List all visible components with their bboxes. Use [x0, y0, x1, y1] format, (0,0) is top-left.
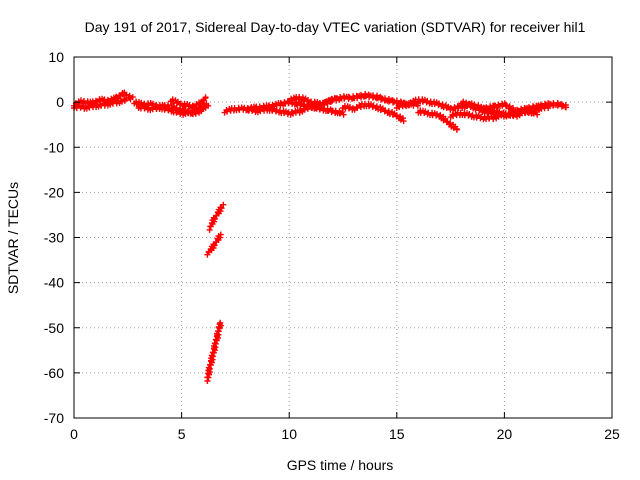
tick-labels: 0 5 10 15 20 25 -70 -60 -50 -40 -30 -20 -10 0 10 [44, 49, 620, 442]
y-tick-label: 10 [48, 49, 64, 65]
y-tick-label: 0 [56, 94, 64, 110]
sat-track-10 [243, 102, 347, 118]
sat-track-4 [135, 102, 207, 118]
axis-ticks [73, 56, 613, 419]
plus-markers [479, 102, 552, 120]
plus-markers [204, 319, 224, 384]
x-axis-label: GPS time / hours [287, 457, 394, 473]
plus-markers [167, 94, 209, 111]
y-tick-label: -70 [44, 410, 64, 426]
sat-track-17 [479, 102, 552, 120]
chart-title: Day 191 of 2017, Sidereal Day-to-day VTE… [85, 19, 586, 35]
x-tick-label: 25 [604, 426, 620, 442]
sat-track-14 [415, 107, 460, 133]
plus-markers [206, 201, 227, 233]
x-tick-label: 20 [497, 426, 513, 442]
y-axis-label: SDTVAR / TECUs [5, 182, 21, 294]
y-tick-label: -20 [44, 184, 64, 200]
sat-track-6 [206, 201, 227, 233]
sat-track-5 [167, 94, 209, 111]
sat-track-11 [286, 93, 335, 109]
x-tick-label: 5 [178, 426, 186, 442]
y-tick-label: -50 [44, 320, 64, 336]
sat-track-7 [204, 231, 224, 258]
plus-markers [135, 102, 207, 118]
plus-markers [243, 102, 347, 118]
plus-markers [340, 100, 407, 125]
x-tick-label: 10 [281, 426, 297, 442]
plus-markers [204, 231, 224, 258]
y-tick-label: -60 [44, 365, 64, 381]
y-tick-label: -30 [44, 230, 64, 246]
y-tick-label: -40 [44, 275, 64, 291]
x-tick-label: 0 [70, 426, 78, 442]
y-tick-label: -10 [44, 139, 64, 155]
sat-track-12 [340, 100, 407, 125]
x-tick-label: 15 [389, 426, 405, 442]
data-points [71, 89, 569, 384]
sat-track-8 [204, 319, 224, 384]
plus-markers [286, 93, 335, 109]
plus-markers [415, 107, 460, 133]
